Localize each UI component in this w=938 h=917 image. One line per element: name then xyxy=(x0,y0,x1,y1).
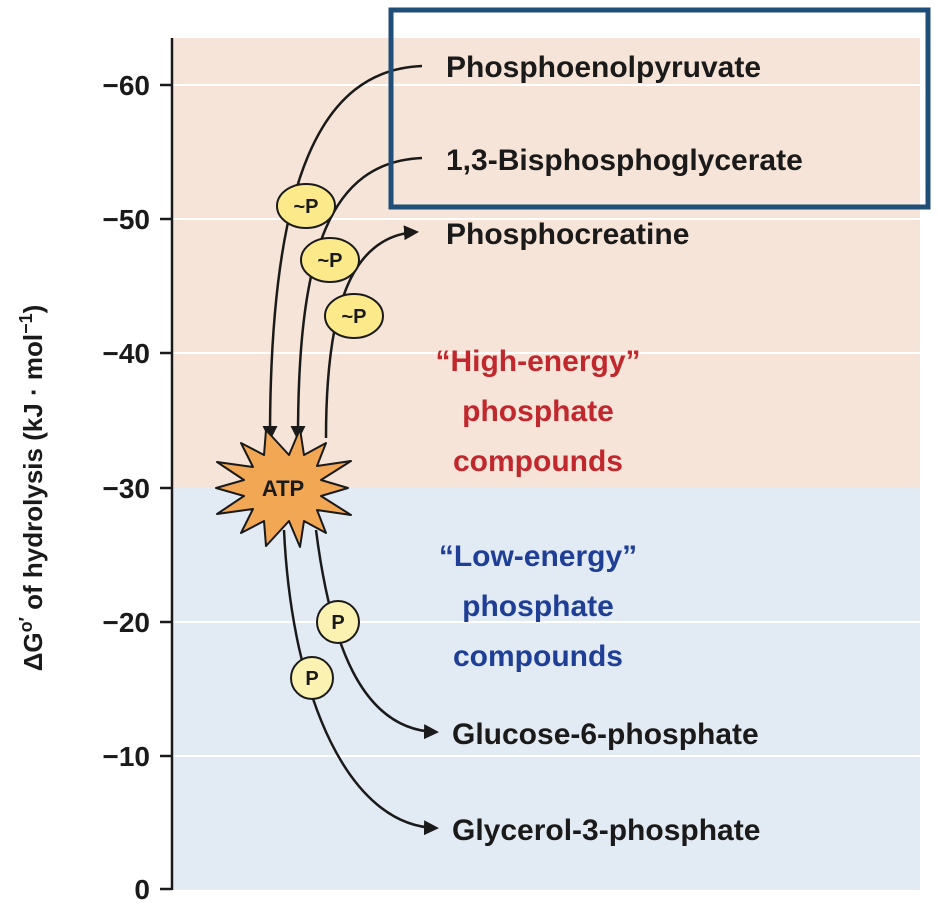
atp-starburst: ATP xyxy=(215,428,352,548)
high-energy-badge: ~P xyxy=(276,183,336,229)
y-axis-title: ΔGo′ of hydrolysis (kJ · mol−1) xyxy=(16,305,48,672)
y-tick-label: −10 xyxy=(103,741,151,772)
y-tick-labels: −60 −50 −40 −30 −20 −10 0 xyxy=(103,70,151,905)
compound-g3p: Glycerol-3-phosphate xyxy=(452,814,760,847)
tilde-p-label: ~P xyxy=(293,196,318,218)
low-energy-badge: P xyxy=(290,656,334,700)
low-energy-badge: P xyxy=(316,600,360,644)
highlight-box xyxy=(388,7,931,210)
delta-g-superscript: o′ xyxy=(16,617,36,632)
compound-pcr: Phosphocreatine xyxy=(446,218,689,251)
arrow-atp-to-g6p xyxy=(314,529,439,740)
region-low-line: “Low-energy” xyxy=(439,540,637,573)
axis-unit-exponent: −1 xyxy=(16,313,36,334)
arrow-atp-to-g3p xyxy=(282,529,439,836)
tilde-p-label: ~P xyxy=(317,250,342,272)
y-axis-ticks xyxy=(160,83,172,891)
arrows-from-atp xyxy=(282,529,439,836)
high-energy-region xyxy=(172,38,920,488)
high-energy-badge: ~P xyxy=(300,237,360,283)
axis-title-close: ) xyxy=(18,305,48,314)
compound-pep: Phosphoenolpyruvate xyxy=(446,51,761,84)
region-high-line: “High-energy” xyxy=(435,345,640,378)
atp-label: ATP xyxy=(262,476,304,501)
arrow-bpg-to-atp xyxy=(290,156,423,441)
y-tick-label: 0 xyxy=(134,874,150,905)
p-label: P xyxy=(331,612,344,634)
y-tick-label: −60 xyxy=(103,70,151,101)
p-label: P xyxy=(305,668,318,690)
tilde-p-label: ~P xyxy=(341,306,366,328)
low-energy-region-label: “Low-energy” phosphate compounds xyxy=(439,540,637,673)
high-energy-badge: ~P xyxy=(324,293,384,339)
axis-title-text: of hydrolysis (kJ · mol xyxy=(18,334,48,617)
compound-g6p: Glucose-6-phosphate xyxy=(452,718,759,751)
y-tick-label: −20 xyxy=(103,607,151,638)
region-low-line: compounds xyxy=(453,640,623,673)
y-tick-label: −40 xyxy=(103,338,151,369)
compound-bpg: 1,3-Bisphosphoglycerate xyxy=(446,144,803,177)
delta-g-symbol: ΔG xyxy=(18,632,48,671)
arrow-pep-to-atp xyxy=(262,64,423,441)
y-tick-label: −30 xyxy=(103,473,151,504)
region-high-line: compounds xyxy=(453,445,623,478)
region-high-line: phosphate xyxy=(462,395,614,428)
y-tick-label: −50 xyxy=(103,204,151,235)
high-energy-region-label: “High-energy” phosphate compounds xyxy=(435,345,640,478)
arrow-atp-to-pcr xyxy=(324,225,419,439)
gridlines xyxy=(172,84,920,757)
region-low-line: phosphate xyxy=(462,590,614,623)
arrows-to-atp xyxy=(262,64,423,441)
